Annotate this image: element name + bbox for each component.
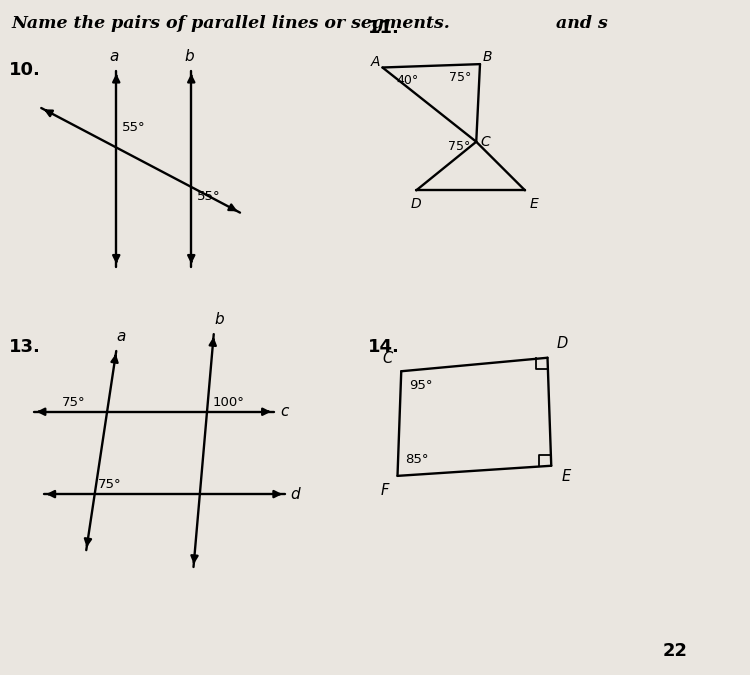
Text: D: D (411, 197, 422, 211)
Text: a: a (110, 49, 118, 63)
Text: 10.: 10. (9, 61, 40, 79)
Text: 100°: 100° (212, 396, 244, 409)
Text: 55°: 55° (196, 190, 220, 203)
Text: b: b (184, 49, 194, 63)
Text: 55°: 55° (122, 121, 146, 134)
Text: 40°: 40° (396, 74, 418, 87)
Text: 85°: 85° (405, 453, 428, 466)
Text: 22: 22 (662, 642, 688, 660)
Text: a: a (117, 329, 126, 344)
Text: 14.: 14. (368, 338, 399, 356)
Text: A: A (370, 55, 380, 69)
Text: Name the pairs of parallel lines or segments.: Name the pairs of parallel lines or segm… (11, 15, 450, 32)
Text: b: b (214, 312, 223, 327)
Text: 13.: 13. (9, 338, 40, 356)
Text: D: D (556, 336, 568, 351)
Text: 75°: 75° (448, 71, 471, 84)
Text: C: C (480, 135, 490, 148)
Text: 75°: 75° (98, 478, 122, 491)
Text: C: C (382, 351, 392, 366)
Text: F: F (380, 483, 388, 497)
Text: B: B (483, 51, 492, 64)
Text: and s: and s (556, 15, 608, 32)
Text: E: E (530, 197, 538, 211)
Text: c: c (280, 404, 289, 419)
Text: E: E (562, 469, 571, 484)
Text: 11.: 11. (368, 19, 399, 37)
Text: d: d (291, 487, 300, 502)
Text: 95°: 95° (409, 379, 432, 392)
Text: 75°: 75° (62, 396, 86, 409)
Text: 75°: 75° (448, 140, 470, 153)
